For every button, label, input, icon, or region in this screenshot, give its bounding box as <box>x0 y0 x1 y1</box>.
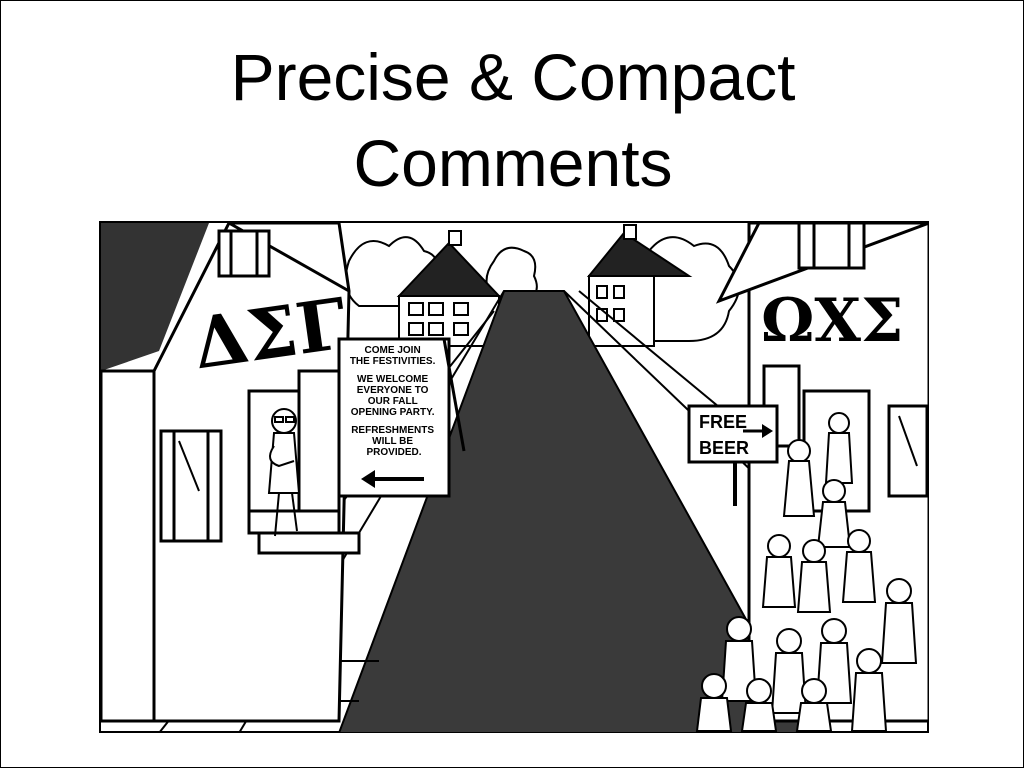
left-person <box>267 408 301 537</box>
left-sign-board <box>337 337 451 498</box>
right-sign-line1: FREE <box>699 412 747 432</box>
right-house-letters: ΩΧΣ <box>761 286 903 356</box>
slide-title-line2: Comments <box>353 126 673 200</box>
sign-line-6: OPENING PARTY. <box>351 407 435 418</box>
sign-line-8: WILL BE <box>372 436 413 447</box>
comic-illustration: ΔΣΓ COME JOIN THE FESTIVITIES. WE WELCOM… <box>99 221 929 733</box>
slide-title-line1: Precise & Compact <box>230 40 796 114</box>
left-arrow-icon <box>361 470 424 488</box>
sign-line-3: WE WELCOME <box>357 374 428 385</box>
comic-svg: ΔΣΓ COME JOIN THE FESTIVITIES. WE WELCOM… <box>99 221 929 733</box>
sign-line-7: REFRESHMENTS <box>351 425 434 436</box>
right-sign-line2: BEER <box>699 438 749 458</box>
sign-line-9: PROVIDED. <box>366 447 421 458</box>
far-house-left <box>396 230 502 347</box>
right-sign: FREE BEER <box>687 404 779 506</box>
right-arrow-icon <box>743 424 773 438</box>
sign-line-4: EVERYONE TO <box>357 385 429 396</box>
crowd <box>695 412 918 732</box>
road <box>337 290 811 733</box>
left-sign: COME JOIN THE FESTIVITIES. WE WELCOME EV… <box>337 337 466 498</box>
left-house <box>99 221 361 723</box>
sign-line-5: OUR FALL <box>368 396 418 407</box>
left-sign-text: COME JOIN THE FESTIVITIES. WE WELCOME EV… <box>350 345 438 458</box>
far-house-right <box>586 224 693 347</box>
sign-line-2: THE FESTIVITIES. <box>350 356 436 367</box>
dark-corner <box>101 223 209 371</box>
sign-line-1: COME JOIN <box>365 345 421 356</box>
